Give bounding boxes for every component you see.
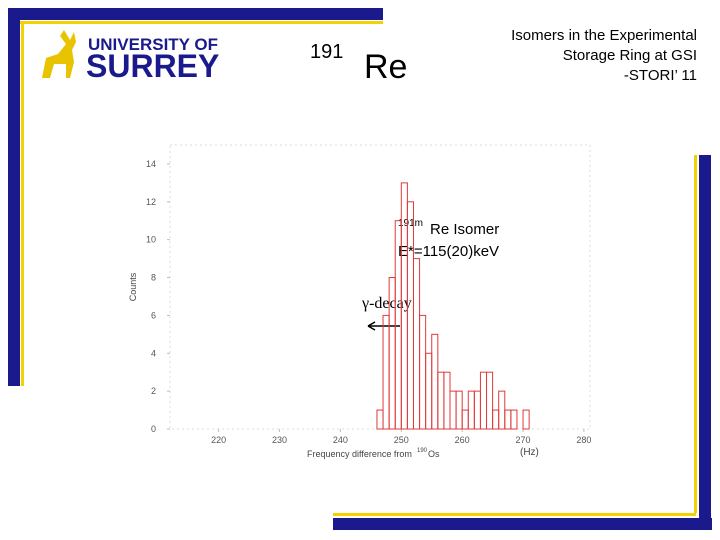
x-axis-label: Frequency difference from [307,449,412,459]
x-axis-label-sup: 190 [417,448,428,454]
bottom-stripe [333,513,696,516]
x-tick-label: 270 [516,435,531,445]
right-stripe [694,155,697,513]
annotation-sup: 191m [398,218,423,229]
annotation: Re Isomer [430,221,499,238]
nuclide-mass: 191 [310,41,343,63]
plot-frame [169,144,591,430]
bottom-bar [333,518,712,530]
y-tick-label: 6 [151,310,156,320]
top-bar [8,8,383,20]
histogram-bar [510,409,518,430]
annotation: E*=115(20)keV [398,243,499,260]
y-tick-label: 0 [151,424,156,434]
y-tick-label: 12 [146,197,156,207]
y-tick-label: 2 [151,386,156,396]
left-stripe [21,24,24,386]
histogram-bar [486,371,494,430]
right-bar [699,155,711,530]
x-tick-label: 220 [211,435,226,445]
arrow [367,321,400,331]
x-tick-label: 240 [333,435,348,445]
nuclide-element: Re [364,48,407,86]
y-tick-label: 8 [151,273,156,283]
left-bar [8,8,20,386]
top-stripe [8,21,383,24]
x-tick-label: 260 [455,435,470,445]
y-tick-label: 14 [146,159,156,169]
logo-text: SURREY [86,48,219,84]
y-tick-label: 4 [151,348,156,358]
x-unit: (Hz) [520,447,539,458]
y-axis-label: Counts [128,272,138,301]
x-tick-label: 280 [576,435,591,445]
title-line: Isomers in the Experimental [511,27,697,44]
x-tick-label: 230 [272,435,287,445]
logo-text: UNIVERSITY OF [88,35,218,54]
title-line: -STORI’ 11 [624,67,697,84]
y-tick-label: 10 [146,235,156,245]
title-line: Storage Ring at GSI [563,47,697,64]
x-axis-label-element: Os [428,449,440,459]
x-tick-label: 250 [394,435,409,445]
histogram-bar [522,409,530,430]
logo [42,30,76,78]
annotation: γ-decay [361,295,412,312]
